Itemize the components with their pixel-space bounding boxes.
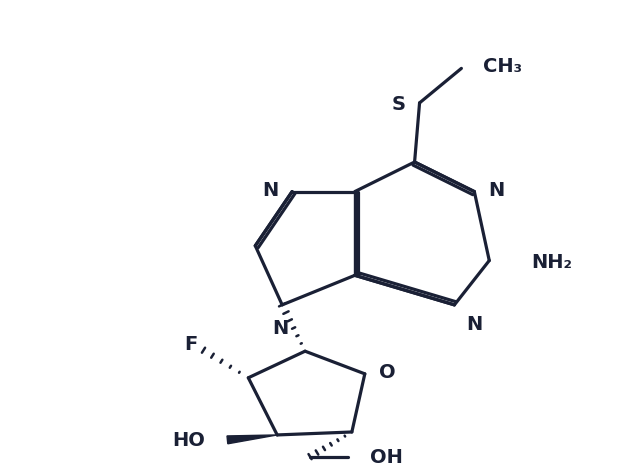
- Text: S: S: [392, 95, 406, 114]
- Polygon shape: [227, 435, 277, 444]
- Text: CH₃: CH₃: [483, 57, 522, 76]
- Text: N: N: [272, 319, 288, 337]
- Text: NH₂: NH₂: [531, 253, 572, 272]
- Text: N: N: [467, 315, 483, 334]
- Text: HO: HO: [173, 431, 205, 450]
- Text: OH: OH: [370, 448, 403, 467]
- Text: N: N: [262, 181, 278, 200]
- Text: N: N: [488, 181, 504, 200]
- Text: F: F: [184, 335, 197, 354]
- Text: O: O: [379, 363, 396, 383]
